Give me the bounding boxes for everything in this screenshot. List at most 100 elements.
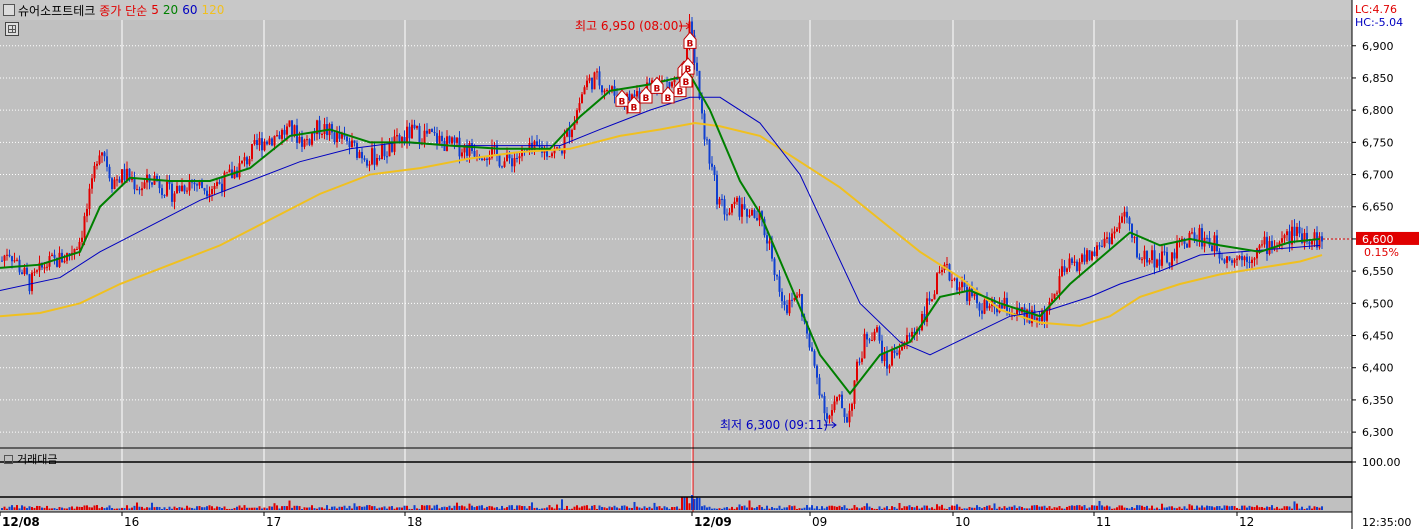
candle-body: [1086, 250, 1088, 262]
candle-body: [1228, 256, 1231, 261]
volume-bar: [731, 506, 733, 510]
candle-body: [418, 125, 421, 144]
candle-body: [816, 365, 818, 378]
volume-bar: [1316, 506, 1318, 510]
volume-bar: [281, 506, 283, 510]
buy-marker-icon: B: [683, 31, 697, 49]
panel-icon[interactable]: [4, 454, 13, 464]
candle-body: [1153, 250, 1156, 268]
candle-body: [381, 144, 383, 160]
volume-bar: [428, 505, 431, 510]
candle-body: [846, 416, 848, 423]
candle-body: [198, 180, 201, 186]
candle-body: [341, 133, 343, 139]
volume-bar: [716, 508, 718, 510]
volume-bar: [1046, 507, 1048, 510]
candle-body: [503, 161, 506, 167]
volume-bar: [413, 505, 416, 510]
volume-bar: [1096, 505, 1098, 510]
volume-bar: [901, 508, 903, 510]
candle-body: [1043, 311, 1046, 321]
volume-bar: [946, 508, 948, 510]
candle-body: [1091, 251, 1093, 260]
candle-body: [371, 148, 373, 165]
volume-bar: [753, 508, 756, 510]
grid-icon[interactable]: [5, 22, 19, 36]
volume-bar: [646, 507, 648, 510]
volume-bar: [881, 508, 883, 510]
candle-body: [113, 179, 116, 190]
volume-bar: [181, 507, 183, 510]
low-arrow-icon: [824, 421, 837, 429]
volume-bar: [766, 505, 768, 510]
candle-body: [793, 297, 796, 300]
volume-bar: [186, 505, 188, 510]
candle-body: [1061, 266, 1063, 277]
volume-bar: [1048, 506, 1051, 510]
gear-icon[interactable]: [3, 4, 15, 16]
ma60-label: 60: [182, 3, 198, 17]
volume-bar: [793, 505, 796, 510]
candle-body: [751, 209, 753, 216]
candle-body: [671, 82, 673, 87]
high-annotation: 최고 6,950 (08:00): [575, 19, 683, 33]
candle-body: [1093, 251, 1096, 256]
price-box-value: 6,600: [1362, 233, 1394, 246]
candle-body: [841, 394, 843, 409]
volume-bar: [1083, 505, 1086, 510]
volume-bar: [526, 508, 528, 510]
volume-bar: [1266, 506, 1268, 510]
volume-bar: [691, 495, 693, 510]
candle-body: [501, 166, 503, 168]
volume-bar: [81, 507, 83, 510]
y-tick-label: 6,550: [1362, 265, 1394, 278]
volume-bar: [756, 506, 758, 510]
volume-bar: [138, 506, 141, 510]
volume-bar: [311, 505, 313, 510]
volume-bar: [683, 497, 686, 510]
volume-bar: [1138, 505, 1141, 510]
volume-bar: [346, 508, 348, 510]
candle-body: [941, 270, 943, 273]
volume-bar: [978, 506, 981, 510]
lc-label: LC:4.76: [1355, 3, 1398, 16]
candle-body: [573, 123, 576, 130]
candle-body: [516, 157, 518, 159]
volume-bar: [38, 506, 41, 510]
volume-bar: [636, 506, 638, 510]
volume-bar: [778, 505, 781, 510]
volume-bar: [1118, 505, 1121, 510]
volume-bar: [658, 506, 661, 510]
volume-bar: [981, 508, 983, 510]
y-axis-background: [1352, 0, 1419, 529]
candle-body: [298, 136, 301, 143]
volume-bar: [548, 505, 551, 510]
candle-body: [383, 144, 386, 157]
volume-bar: [1311, 508, 1313, 510]
candle-body: [436, 133, 438, 144]
volume-bar: [201, 507, 203, 510]
volume-bar: [248, 507, 251, 510]
stock-name[interactable]: 슈어소프트테크: [18, 3, 96, 18]
volume-bar: [318, 507, 321, 510]
candle-body: [1311, 240, 1313, 245]
candle-body: [511, 158, 513, 167]
volume-bar: [1016, 508, 1018, 510]
y-tick-label: 6,900: [1362, 40, 1394, 53]
volume-bar: [1018, 506, 1021, 510]
volume-axis-label: 100.00: [1362, 456, 1401, 469]
volume-bar: [1178, 506, 1181, 510]
volume-bar: [451, 508, 453, 510]
ma5-line: [0, 73, 1321, 396]
volume-bar: [656, 506, 658, 510]
candle-body: [826, 413, 828, 419]
volume-bar: [808, 507, 811, 510]
candle-body: [806, 321, 808, 334]
volume-bar: [1108, 506, 1111, 510]
candle-body: [98, 155, 101, 164]
buy-marker-icon: B: [679, 70, 693, 88]
volume-bar: [678, 508, 681, 510]
volume-bar: [1168, 506, 1171, 510]
volume-bar: [876, 508, 878, 510]
